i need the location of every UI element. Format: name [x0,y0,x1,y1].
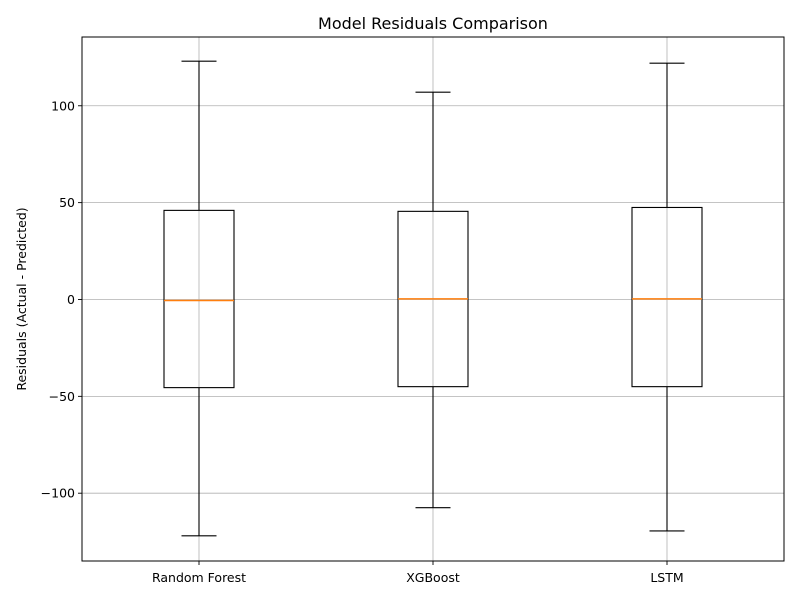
x-tick-label: XGBoost [406,570,460,585]
chart-title: Model Residuals Comparison [318,14,548,33]
x-tick-label: LSTM [650,570,683,585]
y-tick-label: 0 [67,292,75,307]
box-series [163,60,703,537]
x-axis-ticks: Random Forest XGBoost LSTM [152,561,684,585]
y-tick-label: 50 [59,195,75,210]
y-axis-ticks: −100 −50 0 50 100 [41,98,82,501]
x-tick-label: Random Forest [152,570,246,585]
y-axis-label: Residuals (Actual - Predicted) [14,207,29,390]
y-tick-label: 100 [51,98,75,113]
box-xgboost [397,91,469,509]
y-tick-label: −100 [41,486,75,501]
y-tick-label: −50 [49,389,75,404]
iqr-box [163,209,235,389]
box-lstm [631,62,703,532]
box-random-forest [163,60,235,537]
iqr-box [631,206,703,388]
